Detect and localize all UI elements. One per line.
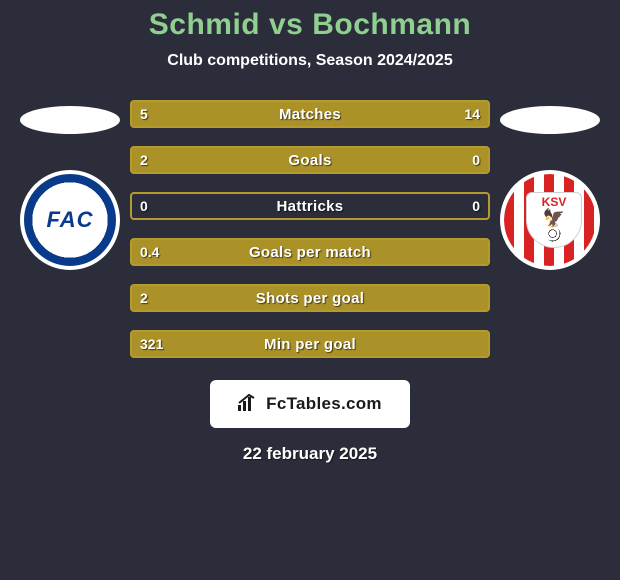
stat-row: Goals20 xyxy=(130,146,490,174)
stat-row: Hattricks00 xyxy=(130,192,490,220)
player1-name: Schmid xyxy=(149,8,260,41)
footer-logo-text: FcTables.com xyxy=(266,394,382,414)
left-club-badge: FAC xyxy=(20,170,120,270)
left-flag xyxy=(20,106,120,134)
vs-text: vs xyxy=(269,8,303,41)
left-fill xyxy=(132,286,488,310)
stat-bars: Matches514 Goals20 Hattricks00 Goals per ma… xyxy=(130,100,490,358)
stat-track xyxy=(132,148,488,172)
page-title: Schmid vs Bochmann xyxy=(0,8,620,42)
eagle-icon: 🦅 xyxy=(543,209,565,227)
stat-track xyxy=(132,102,488,126)
stat-track xyxy=(132,240,488,264)
stat-track xyxy=(132,194,488,218)
subtitle: Club competitions, Season 2024/2025 xyxy=(0,52,620,70)
right-club-badge: KSV 🦅 xyxy=(500,170,600,270)
right-flag xyxy=(500,106,600,134)
stat-row: Shots per goal2 xyxy=(130,284,490,312)
badge-shield: KSV 🦅 xyxy=(526,192,582,248)
footer-logo: FcTables.com xyxy=(210,380,410,428)
stat-row: Matches514 xyxy=(130,100,490,128)
date-text: 22 february 2025 xyxy=(0,444,620,464)
stat-track xyxy=(132,286,488,310)
left-fill xyxy=(132,148,488,172)
comparison-card: Schmid vs Bochmann Club competitions, Se… xyxy=(0,0,620,464)
main-content: FAC Matches514 Goals20 Hattricks00 Goals pe… xyxy=(0,100,620,358)
player2-name: Bochmann xyxy=(312,8,471,41)
right-badge-text: KSV xyxy=(542,195,567,209)
left-badge-text: FAC xyxy=(47,207,94,233)
stat-track xyxy=(132,332,488,356)
chart-icon xyxy=(238,393,260,416)
stat-row: Goals per match0.4 xyxy=(130,238,490,266)
ball-icon xyxy=(547,228,561,242)
left-fill xyxy=(132,240,488,264)
right-side: KSV 🦅 xyxy=(490,100,610,270)
left-side: FAC xyxy=(10,100,130,270)
left-fill xyxy=(132,332,488,356)
stat-row: Min per goal321 xyxy=(130,330,490,358)
right-fill xyxy=(226,102,488,126)
left-fill xyxy=(132,102,226,126)
